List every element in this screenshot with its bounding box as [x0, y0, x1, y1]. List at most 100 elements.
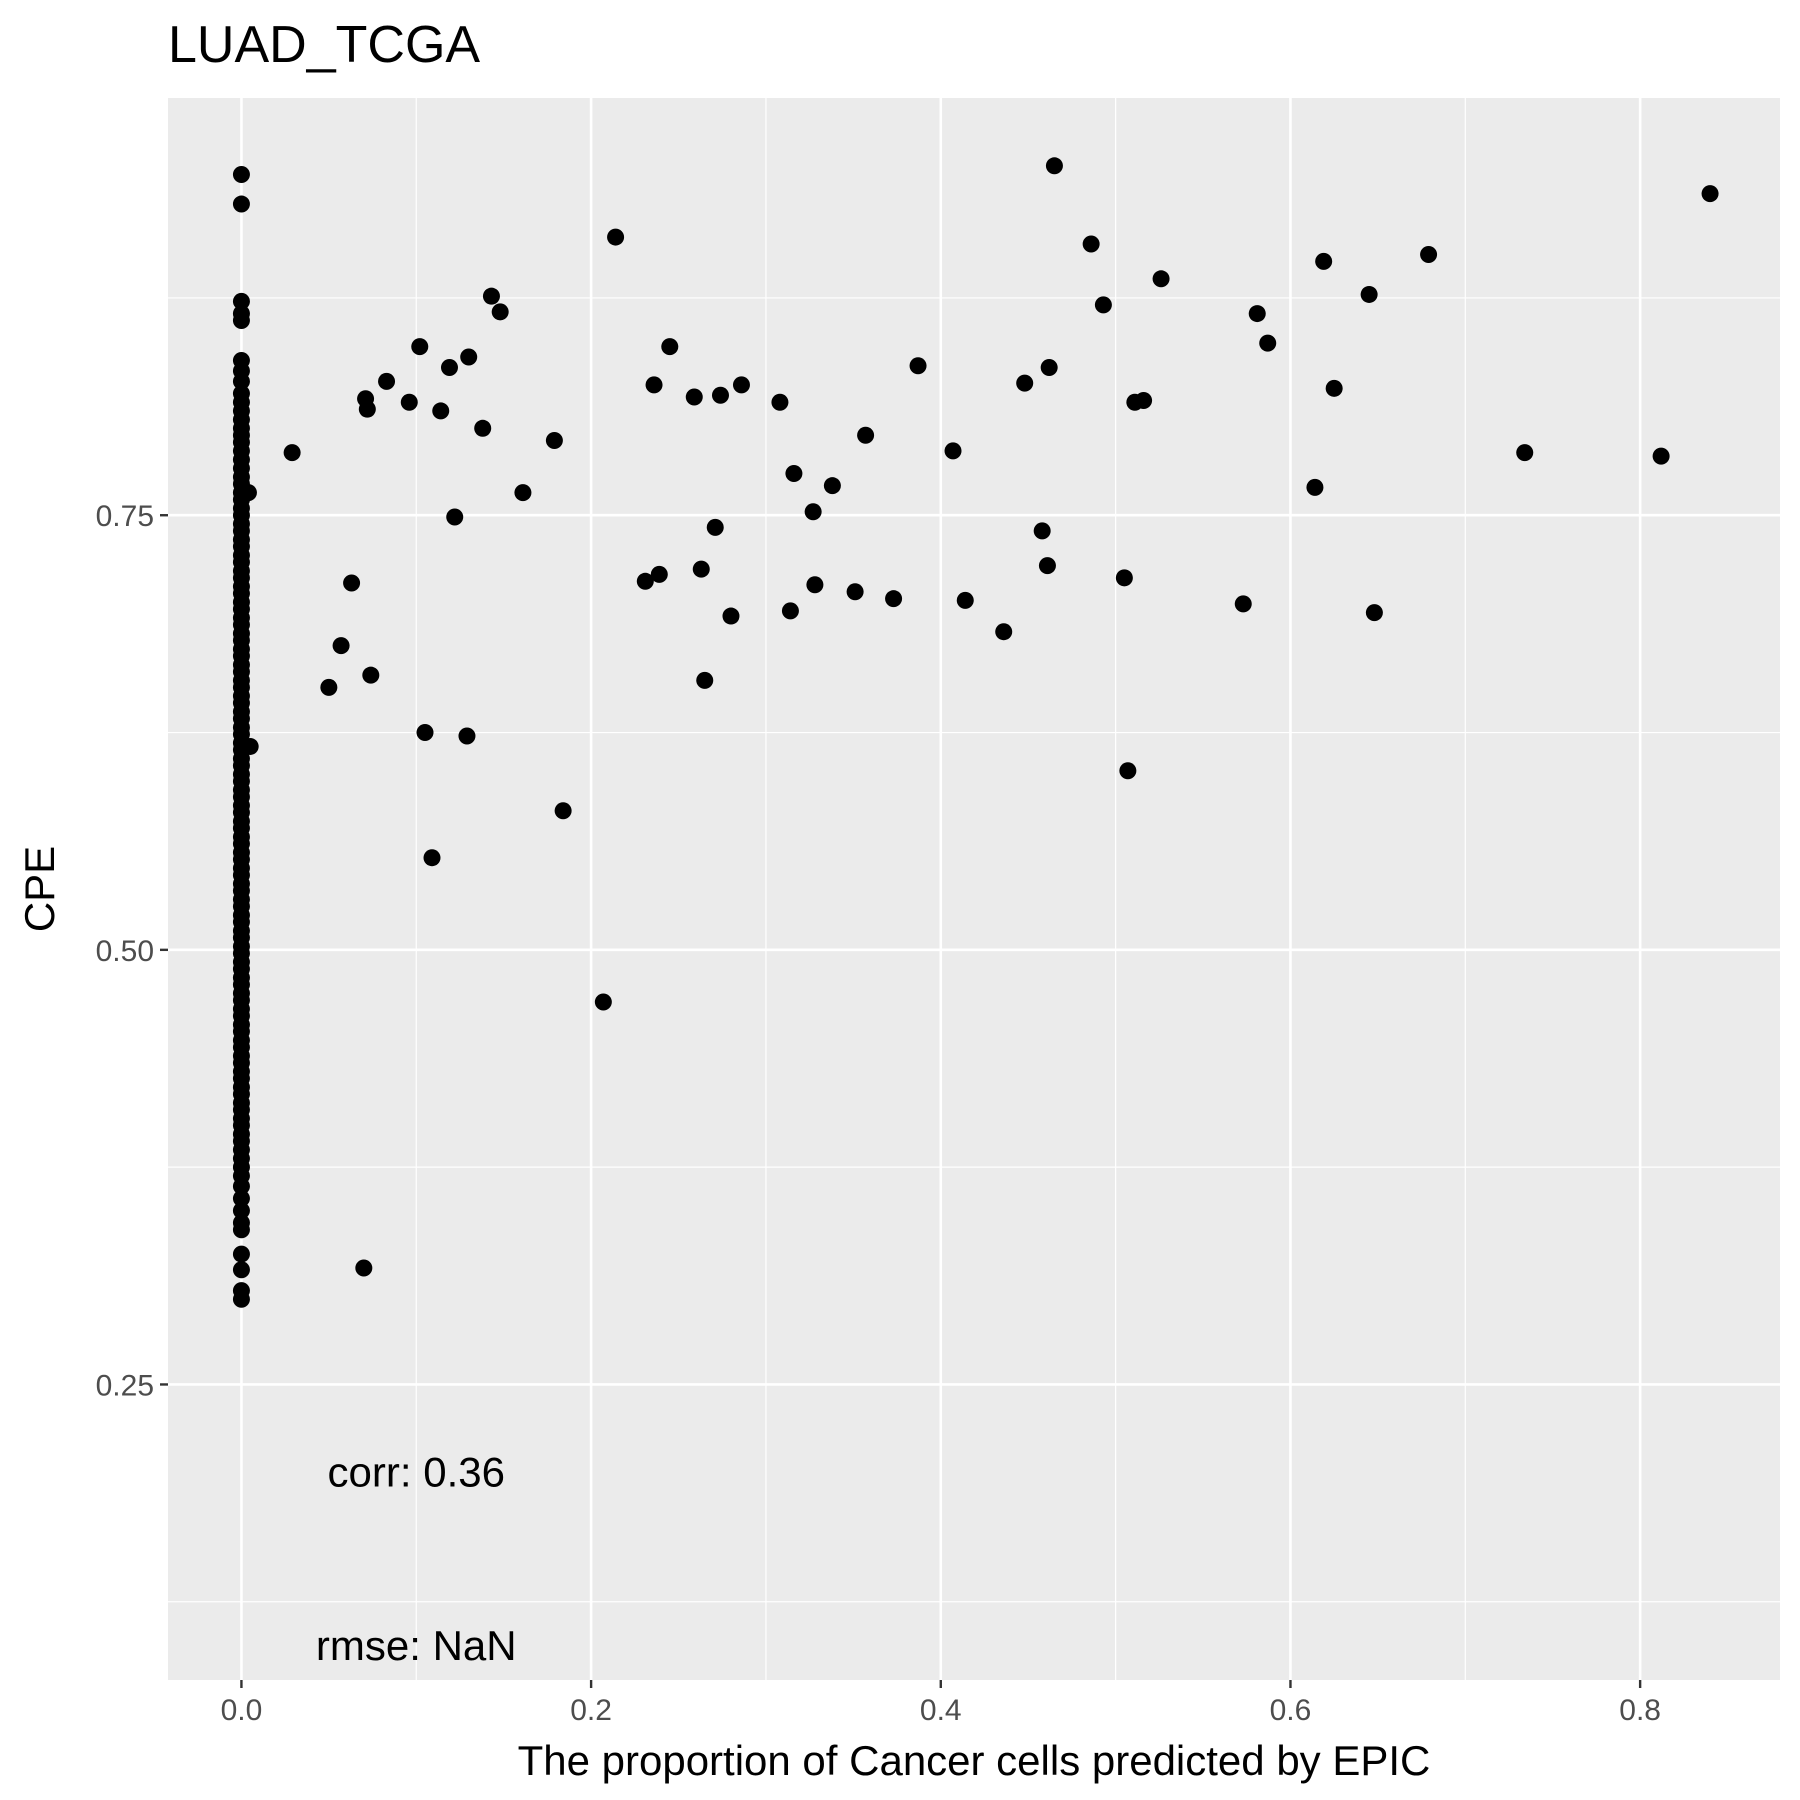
data-point-192 [1701, 185, 1719, 203]
data-point-175 [1094, 296, 1112, 314]
y-axis: 0.25 0.50 0.75 [96, 500, 168, 1402]
data-point-177 [1119, 762, 1137, 780]
data-point-185 [1315, 252, 1333, 270]
data-point-153 [711, 386, 729, 404]
data-point-142 [554, 802, 572, 820]
data-point-134 [446, 508, 464, 526]
data-point-190 [1516, 444, 1534, 462]
data-point-141 [545, 431, 563, 449]
data-point-155 [732, 376, 750, 394]
x-tick-label-1: 0.2 [570, 1694, 612, 1727]
data-point-183 [1259, 334, 1277, 352]
data-point-117 [239, 484, 257, 502]
data-point-189 [1420, 245, 1438, 263]
data-point-132 [432, 402, 450, 420]
x-axis-title: The proportion of Cancer cells predicted… [518, 1737, 1431, 1784]
data-point-167 [956, 591, 974, 609]
data-point-145 [636, 572, 654, 590]
y-axis-title: CPE [16, 846, 63, 932]
data-point-172 [1040, 358, 1058, 376]
data-point-179 [1135, 391, 1153, 409]
data-point-129 [411, 338, 429, 356]
data-point-116 [232, 1290, 250, 1308]
data-point-160 [806, 576, 824, 594]
data-point-174 [1082, 235, 1100, 253]
x-tick-label-4: 0.8 [1619, 1694, 1661, 1727]
data-point-128 [400, 393, 418, 411]
data-point-147 [650, 565, 668, 583]
data-point-166 [944, 442, 962, 460]
data-point-121 [332, 637, 350, 655]
data-point-1 [232, 195, 250, 213]
plot-panel [168, 98, 1780, 1680]
data-point-125 [358, 400, 376, 418]
data-point-120 [320, 678, 338, 696]
data-point-133 [440, 358, 458, 376]
annotation-0: corr: 0.36 [328, 1448, 505, 1495]
chart-title: LUAD_TCGA [168, 16, 480, 74]
data-point-0 [232, 165, 250, 183]
data-point-156 [771, 393, 789, 411]
data-point-191 [1652, 447, 1670, 465]
data-point-149 [685, 388, 703, 406]
data-point-127 [378, 372, 396, 390]
data-point-164 [885, 590, 903, 608]
data-point-144 [607, 228, 625, 246]
data-points [232, 157, 1719, 1308]
data-point-2 [232, 292, 250, 310]
data-point-108 [232, 1177, 250, 1195]
annotation-1: rmse: NaN [316, 1622, 517, 1669]
data-point-119 [283, 444, 301, 462]
data-point-184 [1306, 478, 1324, 496]
data-point-140 [514, 484, 532, 502]
x-tick-label-2: 0.4 [920, 1694, 962, 1727]
data-point-154 [722, 607, 740, 625]
data-point-122 [343, 574, 361, 592]
data-point-168 [995, 623, 1013, 641]
data-point-152 [706, 518, 724, 536]
data-point-186 [1325, 379, 1343, 397]
data-point-158 [785, 465, 803, 483]
data-point-114 [232, 1261, 250, 1279]
x-axis: 0.0 0.2 0.4 0.6 0.8 [221, 1680, 1661, 1727]
data-point-130 [416, 724, 434, 742]
y-tick-label-0: 0.25 [96, 1369, 154, 1402]
data-point-118 [241, 737, 259, 755]
data-point-162 [846, 583, 864, 601]
y-tick-label-2: 0.75 [96, 500, 154, 533]
data-point-161 [823, 477, 841, 495]
data-point-170 [1033, 522, 1051, 540]
minor-gridlines [168, 98, 1780, 1680]
data-point-4 [232, 312, 250, 330]
data-point-151 [696, 671, 714, 689]
data-point-109 [232, 1189, 250, 1207]
data-point-126 [362, 666, 380, 684]
data-point-165 [909, 357, 927, 375]
annotations: corr: 0.36 rmse: NaN [316, 1448, 517, 1669]
data-point-159 [804, 503, 822, 521]
data-point-123 [355, 1259, 373, 1277]
data-point-187 [1360, 285, 1378, 303]
x-tick-label-3: 0.6 [1270, 1694, 1312, 1727]
data-point-137 [474, 419, 492, 437]
data-point-143 [594, 993, 612, 1011]
x-tick-label-0: 0.0 [221, 1694, 263, 1727]
data-point-176 [1115, 569, 1133, 587]
data-point-173 [1045, 157, 1063, 175]
data-point-157 [781, 602, 799, 620]
data-point-181 [1234, 595, 1252, 613]
data-point-139 [491, 303, 509, 321]
data-point-136 [460, 348, 478, 366]
data-point-113 [232, 1245, 250, 1263]
data-point-188 [1365, 604, 1383, 622]
data-point-131 [423, 849, 441, 867]
data-point-148 [661, 338, 679, 356]
data-point-135 [458, 727, 476, 745]
data-point-146 [645, 376, 663, 394]
data-point-180 [1152, 270, 1170, 288]
data-point-182 [1248, 305, 1266, 323]
data-point-112 [232, 1221, 250, 1239]
data-point-110 [232, 1202, 250, 1220]
data-point-171 [1038, 557, 1056, 575]
